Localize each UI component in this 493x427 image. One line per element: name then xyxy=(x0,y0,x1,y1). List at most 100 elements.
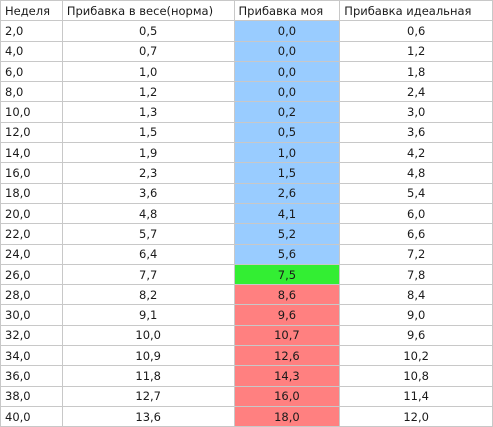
cell-my-gain[interactable]: 0,5 xyxy=(233,121,341,144)
table-row: 24,0 6,4 5,6 7,2 xyxy=(0,243,493,265)
cell-norm-gain[interactable]: 9,1 xyxy=(61,304,235,326)
header-cell-norm-gain[interactable]: Прибавка в весе(норма) xyxy=(61,0,235,22)
header-row: Неделя Прибавка в весе(норма) Прибавка м… xyxy=(0,0,493,22)
cell-week[interactable]: 30,0 xyxy=(0,304,63,326)
cell-my-gain[interactable]: 0,0 xyxy=(233,20,341,42)
cell-my-gain[interactable]: 0,2 xyxy=(233,101,341,123)
cell-norm-gain[interactable]: 10,9 xyxy=(61,345,235,367)
cell-week[interactable]: 2,0 xyxy=(0,20,63,42)
cell-my-gain[interactable]: 14,3 xyxy=(233,365,341,387)
cell-ideal-gain[interactable]: 6,0 xyxy=(339,202,493,225)
table-row: 20,0 4,8 4,1 6,0 xyxy=(0,202,493,225)
cell-week[interactable]: 24,0 xyxy=(0,243,63,265)
cell-week[interactable]: 32,0 xyxy=(0,324,63,347)
cell-norm-gain[interactable]: 0,7 xyxy=(61,40,235,62)
cell-my-gain[interactable]: 12,6 xyxy=(233,345,341,367)
header-cell-ideal-gain[interactable]: Прибавка идеальная xyxy=(339,0,493,22)
header-cell-my-gain[interactable]: Прибавка моя xyxy=(233,0,341,22)
cell-my-gain[interactable]: 0,0 xyxy=(233,81,341,103)
cell-week[interactable]: 38,0 xyxy=(0,385,63,407)
cell-norm-gain[interactable]: 10,0 xyxy=(61,324,235,347)
cell-norm-gain[interactable]: 5,7 xyxy=(61,223,235,245)
cell-week[interactable]: 12,0 xyxy=(0,121,63,144)
table-row: 4,0 0,7 0,0 1,2 xyxy=(0,40,493,62)
cell-week[interactable]: 40,0 xyxy=(0,405,63,427)
table-row: 2,0 0,5 0,0 0,6 xyxy=(0,20,493,42)
cell-ideal-gain[interactable]: 11,4 xyxy=(339,385,493,407)
cell-ideal-gain[interactable]: 3,0 xyxy=(339,101,493,123)
table-row: 38,0 12,7 16,0 11,4 xyxy=(0,385,493,407)
cell-week[interactable]: 18,0 xyxy=(0,182,63,204)
cell-norm-gain[interactable]: 1,5 xyxy=(61,121,235,144)
cell-my-gain[interactable]: 9,6 xyxy=(233,304,341,326)
cell-ideal-gain[interactable]: 6,6 xyxy=(339,223,493,245)
cell-my-gain[interactable]: 18,0 xyxy=(233,405,341,427)
cell-ideal-gain[interactable]: 4,2 xyxy=(339,142,493,164)
cell-week[interactable]: 22,0 xyxy=(0,223,63,245)
cell-week[interactable]: 10,0 xyxy=(0,101,63,123)
cell-week[interactable]: 36,0 xyxy=(0,365,63,387)
cell-norm-gain[interactable]: 1,0 xyxy=(61,60,235,83)
cell-ideal-gain[interactable]: 9,0 xyxy=(339,304,493,326)
cell-ideal-gain[interactable]: 5,4 xyxy=(339,182,493,204)
cell-ideal-gain[interactable]: 1,2 xyxy=(339,40,493,62)
cell-week[interactable]: 16,0 xyxy=(0,162,63,184)
table-row: 22,0 5,7 5,2 6,6 xyxy=(0,223,493,245)
cell-norm-gain[interactable]: 3,6 xyxy=(61,182,235,204)
table-row: 26,0 7,7 7,5 7,8 xyxy=(0,263,493,286)
table-row: 30,0 9,1 9,6 9,0 xyxy=(0,304,493,326)
cell-norm-gain[interactable]: 13,6 xyxy=(61,405,235,427)
cell-week[interactable]: 20,0 xyxy=(0,202,63,225)
cell-norm-gain[interactable]: 2,3 xyxy=(61,162,235,184)
cell-my-gain[interactable]: 8,6 xyxy=(233,284,341,306)
cell-my-gain[interactable]: 5,6 xyxy=(233,243,341,265)
cell-norm-gain[interactable]: 1,2 xyxy=(61,81,235,103)
cell-ideal-gain[interactable]: 9,6 xyxy=(339,324,493,347)
cell-my-gain[interactable]: 4,1 xyxy=(233,202,341,225)
cell-ideal-gain[interactable]: 4,8 xyxy=(339,162,493,184)
cell-my-gain[interactable]: 0,0 xyxy=(233,60,341,83)
cell-norm-gain[interactable]: 6,4 xyxy=(61,243,235,265)
cell-norm-gain[interactable]: 8,2 xyxy=(61,284,235,306)
cell-norm-gain[interactable]: 12,7 xyxy=(61,385,235,407)
cell-my-gain[interactable]: 5,2 xyxy=(233,223,341,245)
cell-week[interactable]: 8,0 xyxy=(0,81,63,103)
cell-week[interactable]: 14,0 xyxy=(0,142,63,164)
cell-norm-gain[interactable]: 4,8 xyxy=(61,202,235,225)
cell-norm-gain[interactable]: 11,8 xyxy=(61,365,235,387)
cell-ideal-gain[interactable]: 10,8 xyxy=(339,365,493,387)
cell-ideal-gain[interactable]: 2,4 xyxy=(339,81,493,103)
cell-my-gain[interactable]: 1,5 xyxy=(233,162,341,184)
cell-ideal-gain[interactable]: 3,6 xyxy=(339,121,493,144)
cell-ideal-gain[interactable]: 1,8 xyxy=(339,60,493,83)
cell-week[interactable]: 6,0 xyxy=(0,60,63,83)
cell-week[interactable]: 34,0 xyxy=(0,345,63,367)
cell-week[interactable]: 28,0 xyxy=(0,284,63,306)
cell-my-gain[interactable]: 7,5 xyxy=(233,263,341,286)
cell-norm-gain[interactable]: 7,7 xyxy=(61,263,235,286)
cell-ideal-gain[interactable]: 0,6 xyxy=(339,20,493,42)
cell-my-gain[interactable]: 16,0 xyxy=(233,385,341,407)
table-row: 14,0 1,9 1,0 4,2 xyxy=(0,142,493,164)
table-row: 32,0 10,0 10,7 9,6 xyxy=(0,324,493,347)
cell-week[interactable]: 26,0 xyxy=(0,263,63,286)
cell-my-gain[interactable]: 0,0 xyxy=(233,40,341,62)
cell-norm-gain[interactable]: 1,9 xyxy=(61,142,235,164)
cell-my-gain[interactable]: 10,7 xyxy=(233,324,341,347)
table-row: 28,0 8,2 8,6 8,4 xyxy=(0,284,493,306)
header-cell-week[interactable]: Неделя xyxy=(0,0,63,22)
table-row: 6,0 1,0 0,0 1,8 xyxy=(0,60,493,83)
cell-ideal-gain[interactable]: 7,8 xyxy=(339,263,493,286)
cell-ideal-gain[interactable]: 12,0 xyxy=(339,405,493,427)
cell-ideal-gain[interactable]: 7,2 xyxy=(339,243,493,265)
cell-my-gain[interactable]: 1,0 xyxy=(233,142,341,164)
cell-ideal-gain[interactable]: 8,4 xyxy=(339,284,493,306)
cell-ideal-gain[interactable]: 10,2 xyxy=(339,345,493,367)
cell-norm-gain[interactable]: 0,5 xyxy=(61,20,235,42)
cell-my-gain[interactable]: 2,6 xyxy=(233,182,341,204)
table-row: 10,0 1,3 0,2 3,0 xyxy=(0,101,493,123)
cell-week[interactable]: 4,0 xyxy=(0,40,63,62)
cell-norm-gain[interactable]: 1,3 xyxy=(61,101,235,123)
